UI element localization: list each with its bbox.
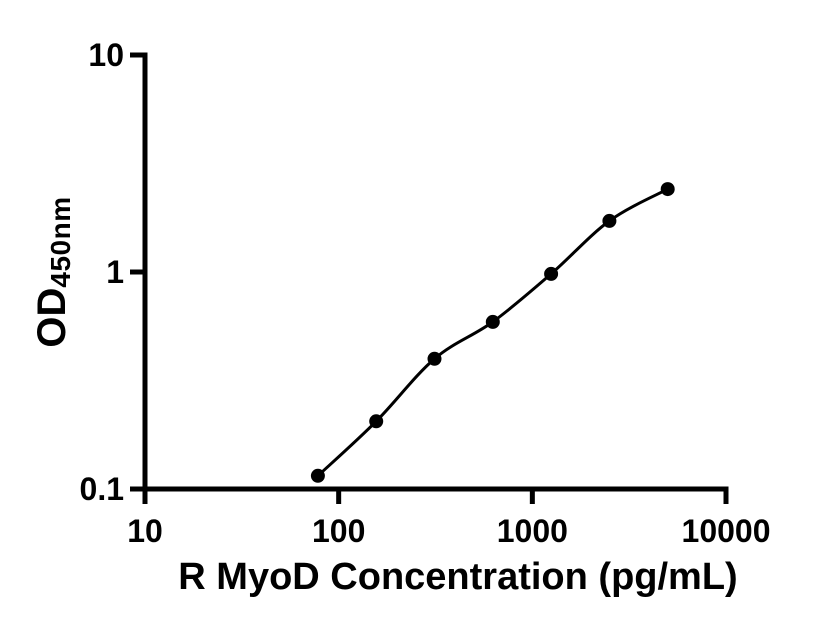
data-point-marker [544,266,559,281]
y-tick-label: 0.1 [80,471,124,507]
x-tick-label: 100 [312,513,365,549]
y-axis-title: OD450nm [28,112,76,432]
y-axis-title-main: OD [30,287,74,348]
y-axis-title-subscript: 450nm [45,196,76,288]
y-tick-label: 10 [88,37,124,73]
x-axis-title: R MyoD Concentration (pg/mL) [178,556,738,598]
fitted-curve [316,187,669,477]
x-tick-label: 1000 [497,513,568,549]
data-point-marker [660,182,675,197]
data-point-marker [427,351,442,366]
x-tick-label: 10 [127,513,163,549]
x-tick-label: 10000 [682,513,771,549]
data-point-marker [485,314,500,329]
data-point-marker [310,468,325,483]
data-point-marker [602,213,617,228]
data-point-marker [369,414,384,429]
y-tick-label: 1 [106,254,124,290]
